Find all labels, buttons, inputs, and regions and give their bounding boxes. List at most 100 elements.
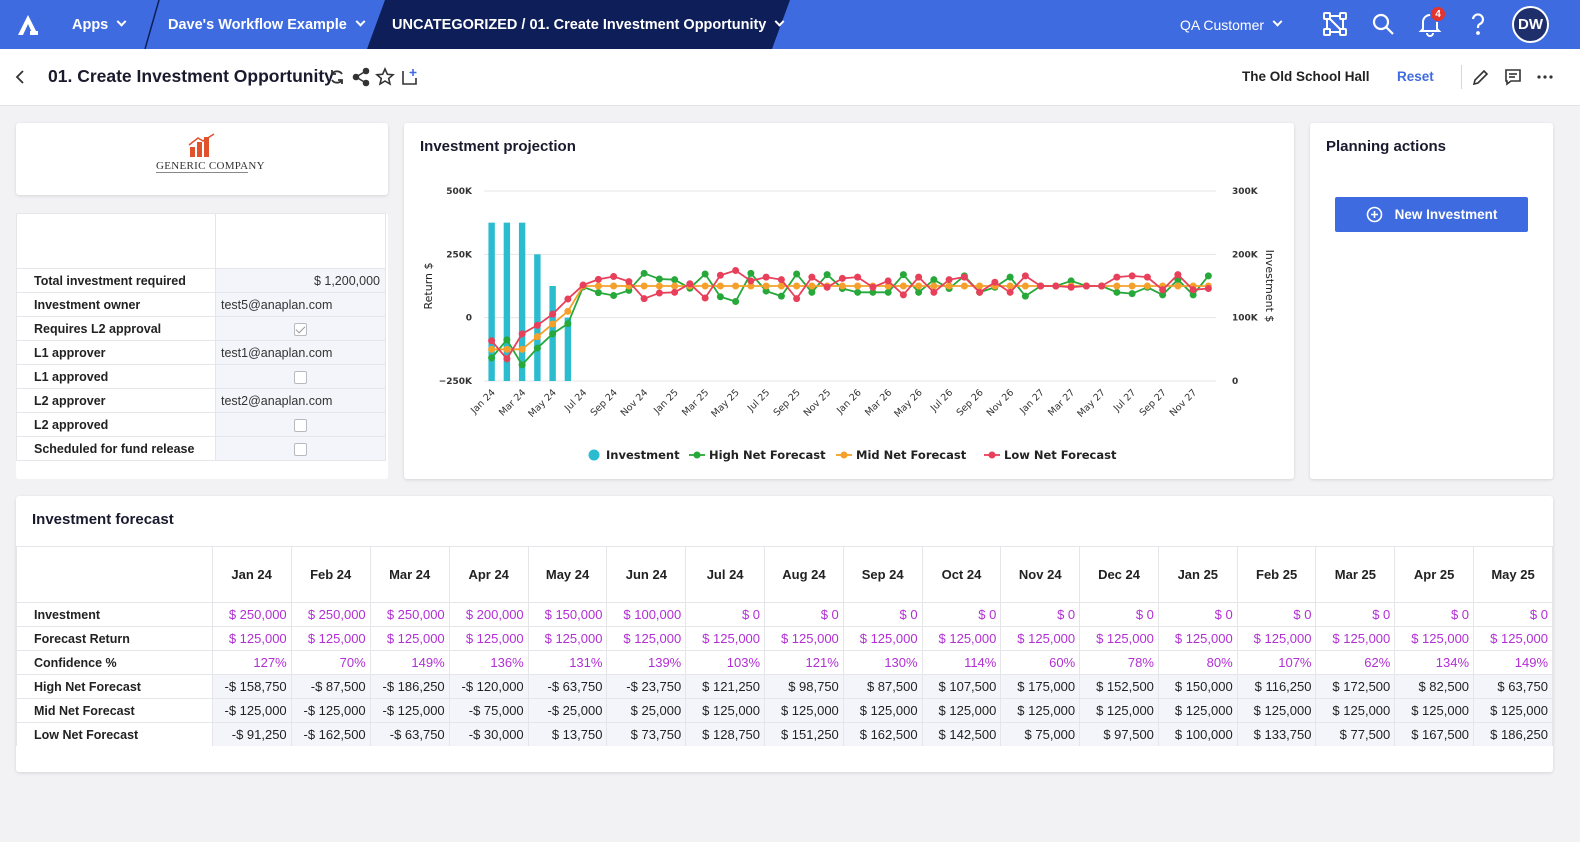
- input-cell[interactable]: $ 125,000: [1000, 626, 1081, 651]
- column-header[interactable]: Feb 24: [291, 546, 371, 603]
- detail-value[interactable]: test2@anaplan.com: [215, 388, 386, 413]
- detail-value[interactable]: test5@anaplan.com: [215, 292, 386, 317]
- input-cell[interactable]: 149%: [370, 650, 450, 675]
- input-cell[interactable]: $ 0: [1158, 602, 1238, 627]
- input-cell[interactable]: $ 0: [1394, 602, 1475, 627]
- checkbox[interactable]: [294, 370, 307, 384]
- detail-value[interactable]: $ 1,200,000: [215, 268, 386, 293]
- new-investment-button[interactable]: New Investment: [1335, 197, 1528, 232]
- input-cell[interactable]: $ 125,000: [685, 626, 766, 651]
- input-cell[interactable]: 80%: [1158, 650, 1238, 675]
- input-cell[interactable]: $ 0: [1315, 602, 1396, 627]
- input-cell[interactable]: 62%: [1315, 650, 1396, 675]
- input-cell[interactable]: 114%: [922, 650, 1002, 675]
- input-cell[interactable]: 139%: [606, 650, 687, 675]
- column-header[interactable]: May 25: [1473, 546, 1553, 603]
- workflow-network-icon[interactable]: [1322, 11, 1348, 37]
- forecast-grid-viewport[interactable]: Jan 24 Feb 24 Mar 24 Apr 24 May 24 Jun 24 Jul …: [16, 546, 1553, 746]
- input-cell[interactable]: 149%: [1473, 650, 1553, 675]
- input-cell[interactable]: $ 125,000: [606, 626, 687, 651]
- input-cell[interactable]: $ 0: [1237, 602, 1317, 627]
- column-header[interactable]: Mar 25: [1315, 546, 1396, 603]
- input-cell[interactable]: $ 125,000: [212, 626, 292, 651]
- more-options-icon[interactable]: [1535, 67, 1555, 87]
- favorite-star-icon[interactable]: [375, 67, 395, 87]
- column-header[interactable]: Oct 24: [922, 546, 1002, 603]
- input-cell[interactable]: $ 125,000: [1473, 626, 1553, 651]
- column-header[interactable]: Mar 24: [370, 546, 450, 603]
- detail-checkbox-cell[interactable]: [215, 412, 386, 437]
- input-cell[interactable]: $ 125,000: [370, 626, 450, 651]
- search-icon[interactable]: [1370, 11, 1396, 37]
- input-cell[interactable]: $ 0: [1473, 602, 1553, 627]
- input-cell[interactable]: $ 125,000: [1237, 626, 1317, 651]
- input-cell[interactable]: $ 125,000: [1158, 626, 1238, 651]
- column-header[interactable]: Feb 25: [1237, 546, 1317, 603]
- input-cell[interactable]: $ 125,000: [291, 626, 371, 651]
- input-cell[interactable]: 107%: [1237, 650, 1317, 675]
- share-icon[interactable]: [351, 67, 371, 87]
- input-cell[interactable]: $ 0: [685, 602, 766, 627]
- checkbox[interactable]: [294, 322, 307, 336]
- refresh-sync-icon[interactable]: [327, 67, 347, 87]
- input-cell[interactable]: $ 200,000: [449, 602, 529, 627]
- input-cell[interactable]: 121%: [764, 650, 844, 675]
- input-cell[interactable]: 78%: [1079, 650, 1159, 675]
- detail-value[interactable]: test1@anaplan.com: [215, 340, 386, 365]
- detail-checkbox-cell[interactable]: [215, 436, 386, 461]
- input-cell[interactable]: 134%: [1394, 650, 1475, 675]
- column-header[interactable]: Apr 24: [449, 546, 529, 603]
- edit-pencil-icon[interactable]: [1471, 67, 1491, 87]
- apps-menu[interactable]: Apps: [72, 0, 127, 49]
- detail-checkbox-cell[interactable]: [215, 364, 386, 389]
- input-cell[interactable]: $ 100,000: [606, 602, 687, 627]
- input-cell[interactable]: $ 0: [922, 602, 1002, 627]
- input-cell[interactable]: 70%: [291, 650, 371, 675]
- input-cell[interactable]: $ 125,000: [1394, 626, 1475, 651]
- input-cell[interactable]: $ 125,000: [449, 626, 529, 651]
- back-arrow-icon[interactable]: [12, 69, 28, 85]
- comment-icon[interactable]: [1503, 67, 1523, 87]
- input-cell[interactable]: $ 125,000: [764, 626, 844, 651]
- input-cell[interactable]: $ 125,000: [843, 626, 923, 651]
- input-cell[interactable]: $ 0: [1079, 602, 1159, 627]
- column-header[interactable]: Jan 24: [212, 546, 292, 603]
- help-icon[interactable]: [1465, 11, 1491, 37]
- column-header[interactable]: Jun 24: [606, 546, 687, 603]
- input-cell[interactable]: 131%: [528, 650, 608, 675]
- input-cell[interactable]: $ 250,000: [370, 602, 450, 627]
- checkbox[interactable]: [294, 418, 307, 432]
- input-cell[interactable]: 130%: [843, 650, 923, 675]
- column-header[interactable]: Apr 25: [1394, 546, 1475, 603]
- checkbox[interactable]: [294, 442, 307, 456]
- column-header[interactable]: Dec 24: [1079, 546, 1159, 603]
- column-header[interactable]: Jan 25: [1158, 546, 1238, 603]
- input-cell[interactable]: 60%: [1000, 650, 1081, 675]
- workflow-menu[interactable]: Dave's Workflow Example: [168, 0, 366, 49]
- input-cell[interactable]: $ 125,000: [922, 626, 1002, 651]
- column-header[interactable]: May 24: [528, 546, 608, 603]
- input-cell[interactable]: 103%: [685, 650, 766, 675]
- column-header[interactable]: Aug 24: [764, 546, 844, 603]
- add-to-workflow-icon[interactable]: [400, 67, 420, 87]
- input-cell[interactable]: $ 125,000: [528, 626, 608, 651]
- input-cell[interactable]: $ 0: [764, 602, 844, 627]
- input-cell[interactable]: $ 250,000: [212, 602, 292, 627]
- anaplan-logo-icon[interactable]: [14, 11, 42, 39]
- column-header[interactable]: Jul 24: [685, 546, 766, 603]
- reset-button[interactable]: Reset: [1397, 69, 1434, 84]
- input-cell[interactable]: $ 250,000: [291, 602, 371, 627]
- detail-checkbox-cell[interactable]: [215, 316, 386, 341]
- input-cell[interactable]: $ 0: [843, 602, 923, 627]
- input-cell[interactable]: $ 125,000: [1315, 626, 1396, 651]
- user-avatar[interactable]: DW: [1512, 6, 1549, 43]
- customer-menu[interactable]: QA Customer: [1180, 0, 1283, 49]
- input-cell[interactable]: $ 0: [1000, 602, 1081, 627]
- input-cell[interactable]: 127%: [212, 650, 292, 675]
- input-cell[interactable]: 136%: [449, 650, 529, 675]
- column-header[interactable]: Sep 24: [843, 546, 923, 603]
- input-cell[interactable]: $ 125,000: [1079, 626, 1159, 651]
- page-path-menu[interactable]: UNCATEGORIZED / 01. Create Investment Op…: [392, 0, 785, 49]
- column-header[interactable]: Nov 24: [1000, 546, 1081, 603]
- input-cell[interactable]: $ 150,000: [528, 602, 608, 627]
